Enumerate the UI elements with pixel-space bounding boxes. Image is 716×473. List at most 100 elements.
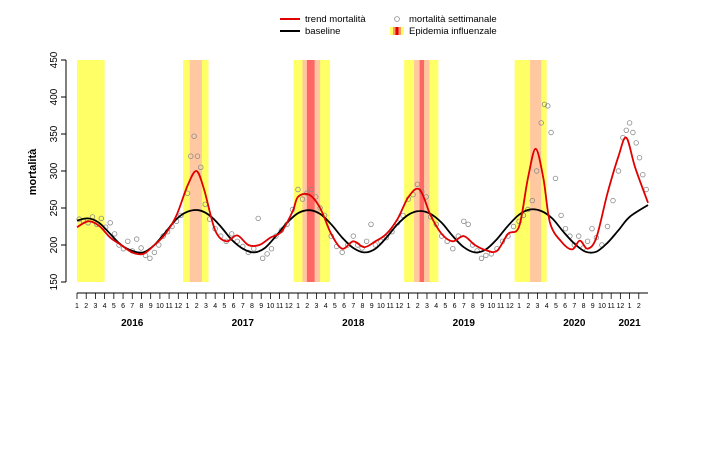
x-month-label: 8 (582, 303, 586, 310)
weekly-point (636, 154, 643, 161)
x-month-label: 11 (497, 303, 504, 310)
x-month-label: 4 (103, 303, 107, 310)
weekly-point (576, 233, 582, 239)
x-month-label: 11 (276, 303, 283, 310)
x-year-label: 2020 (563, 318, 586, 329)
weekly-point (255, 215, 261, 222)
weekly-point (483, 252, 489, 259)
legend-baseline-label: baseline (305, 26, 340, 37)
legend-epidemic-label: Epidemia influenzale (409, 26, 497, 37)
x-month-label: 9 (370, 303, 374, 310)
x-month-label: 12 (174, 303, 182, 310)
weekly-point (299, 196, 306, 202)
y-axis: 150 200 250 300 350 400 450 (49, 51, 67, 290)
weekly-point (510, 223, 517, 230)
y-tick-label: 300 (49, 162, 60, 179)
x-month-label: 6 (121, 303, 125, 310)
x-month-label: 2 (84, 303, 88, 310)
x-month-label: 6 (563, 303, 567, 310)
weekly-point (529, 197, 535, 204)
weekly-point (534, 168, 540, 174)
weekly-point (615, 168, 622, 174)
weekly-point (198, 164, 204, 170)
epidemic-band-low (77, 60, 105, 282)
legend: trend mortalità baseline mortalità setti… (280, 14, 497, 37)
x-month-label: 9 (591, 303, 595, 310)
x-month-label: 4 (213, 303, 217, 310)
weekly-point (251, 245, 257, 252)
x-month-label: 10 (488, 303, 496, 310)
weekly-point (584, 238, 591, 244)
weekly-point (610, 197, 616, 204)
x-month-label: 11 (386, 303, 393, 310)
legend-weekly-swatch (394, 16, 400, 22)
x-year-label: 2017 (232, 318, 255, 329)
weekly-point (545, 103, 551, 109)
x-month-label: 6 (342, 303, 346, 310)
epidemic-band-high (306, 60, 315, 282)
weekly-point (541, 101, 548, 108)
x-month-label: 11 (608, 303, 615, 310)
weekly-point (450, 245, 456, 252)
x-month-label: 2 (195, 303, 199, 310)
x-year-label: 2019 (453, 318, 476, 329)
x-month-label: 6 (232, 303, 236, 310)
x-month-label: 8 (361, 303, 365, 310)
x-month-label: 7 (241, 303, 245, 310)
weekly-point (147, 255, 153, 261)
weekly-point (626, 120, 633, 126)
x-month-label: 8 (471, 303, 475, 310)
weekly-point (552, 175, 559, 182)
y-tick-label: 350 (49, 125, 60, 142)
x-month-label: 7 (572, 303, 576, 310)
weekly-point (268, 245, 275, 252)
weekly-point (133, 236, 140, 242)
legend-trend-label: trend mortalità (305, 14, 366, 25)
weekly-point (125, 238, 131, 244)
epidemic-bands (77, 60, 547, 282)
x-month-label: 8 (250, 303, 254, 310)
weekly-point (363, 238, 370, 244)
x-month-label: 7 (130, 303, 134, 310)
weekly-point (400, 212, 406, 219)
weekly-point (372, 242, 379, 248)
weekly-point (414, 181, 421, 187)
x-month-label: 12 (506, 303, 514, 310)
x-month-label: 2 (416, 303, 420, 310)
weekly-point (623, 127, 629, 133)
x-month-label: 3 (536, 303, 540, 310)
weekly-point (604, 223, 611, 230)
weekly-point (383, 234, 390, 241)
x-month-label: 2 (637, 303, 641, 310)
y-axis-label: mortalità (27, 148, 39, 195)
weekly-point (339, 249, 345, 256)
weekly-point (264, 251, 270, 257)
weekly-point (191, 133, 197, 139)
weekly-point (548, 129, 554, 136)
x-year-label: 2018 (342, 318, 365, 329)
x-month-label: 7 (351, 303, 355, 310)
x-month-label: 9 (480, 303, 484, 310)
x-month-label: 3 (93, 303, 97, 310)
weekly-point (178, 212, 184, 219)
weekly-point (151, 249, 158, 256)
x-month-label: 6 (453, 303, 457, 310)
weekly-point (558, 212, 564, 219)
x-month-label: 5 (222, 303, 226, 310)
weekly-point (562, 225, 569, 232)
weekly-point (308, 186, 314, 193)
weekly-point (630, 129, 636, 136)
x-month-label: 5 (443, 303, 447, 310)
legend-weekly-label: mortalità settimanale (409, 14, 497, 25)
x-month-label: 1 (75, 303, 79, 310)
x-month-label: 4 (324, 303, 328, 310)
x-axis: 1 2 3 4 5 6 7 8 9 10 11 12 1 2 3 4 5 6 7 8 9 10 11 12 1 2 3 4 5 6 7 8 9 1… (75, 292, 648, 329)
x-month-label: 3 (425, 303, 429, 310)
x-month-label: 8 (140, 303, 144, 310)
x-month-label: 11 (165, 303, 172, 310)
weekly-point (640, 171, 646, 178)
y-tick-label: 450 (49, 51, 60, 68)
x-month-label: 4 (434, 303, 438, 310)
weekly-point (234, 238, 240, 244)
legend-epi-high-swatch (395, 27, 399, 35)
